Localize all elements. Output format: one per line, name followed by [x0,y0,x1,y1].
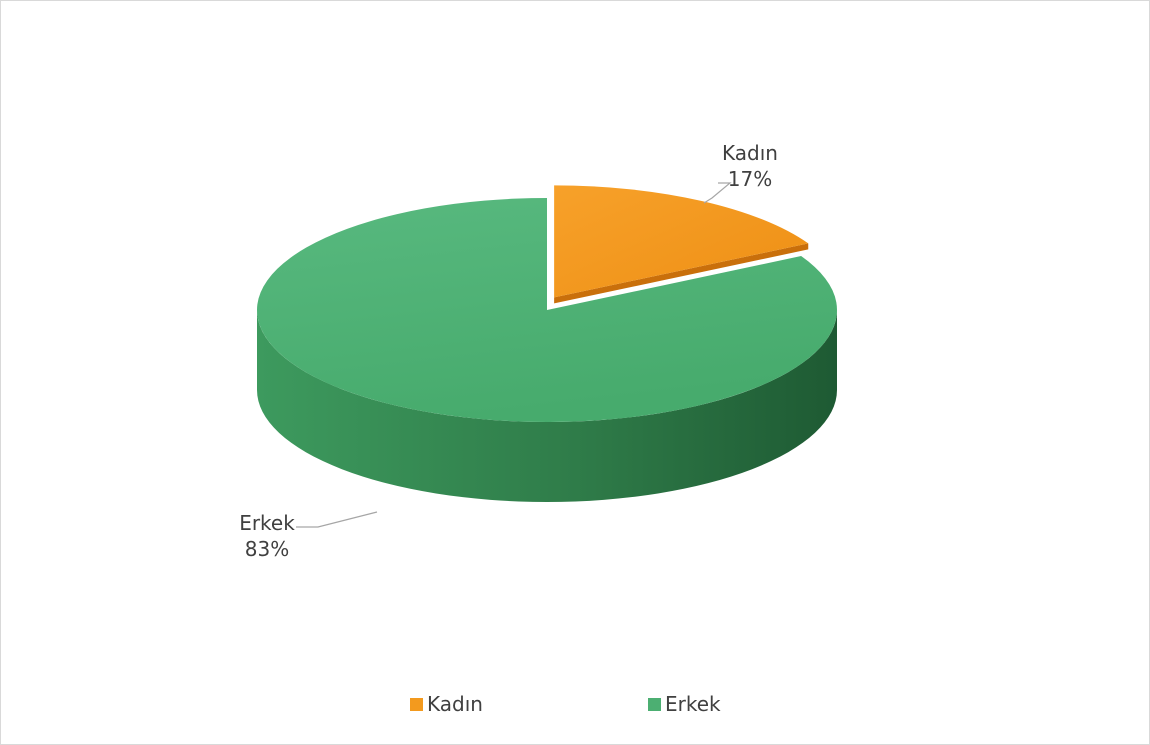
legend-item-erkek: Erkek [648,692,721,716]
chart-legend: Kadın Erkek [0,692,1150,722]
legend-swatch-kadin [410,697,423,711]
data-label-kadin-name: Kadın [722,141,778,165]
legend-item-kadin: Kadın [410,692,483,716]
leader-lines [296,182,732,528]
legend-label-kadin: Kadın [427,692,483,716]
data-label-erkek-value: 83% [244,537,290,561]
pie-slice-side-1 [257,310,837,502]
legend-label-erkek: Erkek [665,692,721,716]
pie-slice-edge-Kadın [554,243,809,304]
pie-slice-Kadın [554,185,809,298]
data-label-erkek: Erkek 83% [222,510,312,562]
legend-swatch-erkek [648,697,661,711]
leader-line-erkek [296,511,378,528]
data-label-kadin-value: 17% [727,167,773,191]
leader-line-kadin [703,182,732,204]
data-label-erkek-name: Erkek [239,511,295,535]
data-label-kadin: Kadın 17% [705,140,795,192]
pie-slice-Erkek [257,198,838,422]
pie-slices [257,185,838,502]
